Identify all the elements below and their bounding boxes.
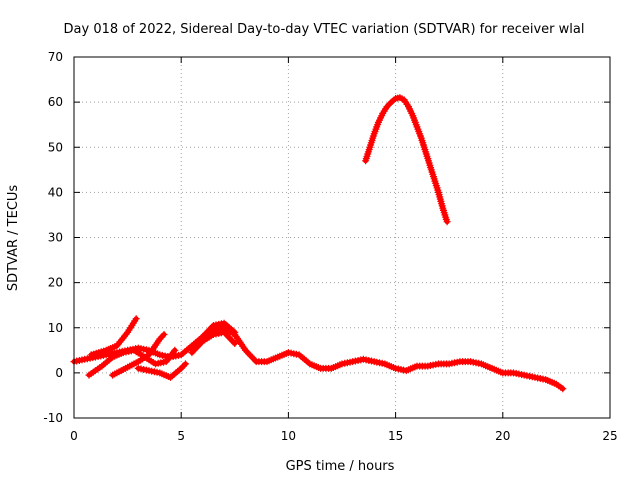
- series-bump-lower: [188, 328, 239, 357]
- series-upper-ramp: [87, 315, 140, 359]
- y-tick-label: 20: [48, 276, 63, 290]
- series-mid-wiggle-b: [109, 331, 168, 379]
- x-tick-label: 15: [388, 429, 403, 443]
- y-tick-label: -10: [43, 411, 63, 425]
- y-tick-label: 30: [48, 231, 63, 245]
- data-point: [443, 218, 451, 226]
- y-tick-label: 10: [48, 321, 63, 335]
- series-lower-arc: [134, 360, 189, 381]
- axis-ticks: 0 5 10 15 20 25 -10 0 10 20 30 40 50 60 70: [43, 50, 617, 443]
- data-point: [160, 331, 168, 338]
- x-tick-label: 0: [70, 429, 78, 443]
- grid-lines: [74, 57, 610, 418]
- series-band: [363, 95, 450, 225]
- data-point: [224, 322, 232, 330]
- x-axis-title: GPS time / hours: [286, 459, 395, 474]
- series-peak-arc: [362, 94, 451, 226]
- data-point: [304, 358, 312, 366]
- data-point: [182, 360, 189, 368]
- y-tick-label: 40: [48, 185, 63, 199]
- chart-title: Day 018 of 2022, Sidereal Day-to-day VTE…: [64, 22, 585, 37]
- x-tick-label: 10: [281, 429, 296, 443]
- y-tick-label: 70: [48, 50, 63, 64]
- x-tick-label: 25: [602, 429, 617, 443]
- data-point: [132, 315, 140, 323]
- data-point: [231, 340, 239, 347]
- x-tick-label: 5: [177, 429, 185, 443]
- data-point: [171, 346, 179, 354]
- y-tick-label: 50: [48, 140, 63, 154]
- x-tick-label: 20: [495, 429, 510, 443]
- series-mid-wiggle-a: [85, 346, 179, 379]
- data-series: [70, 94, 567, 393]
- y-tick-label: 0: [55, 366, 63, 380]
- data-point: [559, 385, 567, 393]
- data-point: [100, 361, 108, 369]
- y-tick-label: 60: [48, 95, 63, 109]
- data-point: [231, 328, 239, 336]
- y-axis-title: SDTVAR / TECUs: [6, 185, 21, 292]
- data-point: [170, 370, 178, 378]
